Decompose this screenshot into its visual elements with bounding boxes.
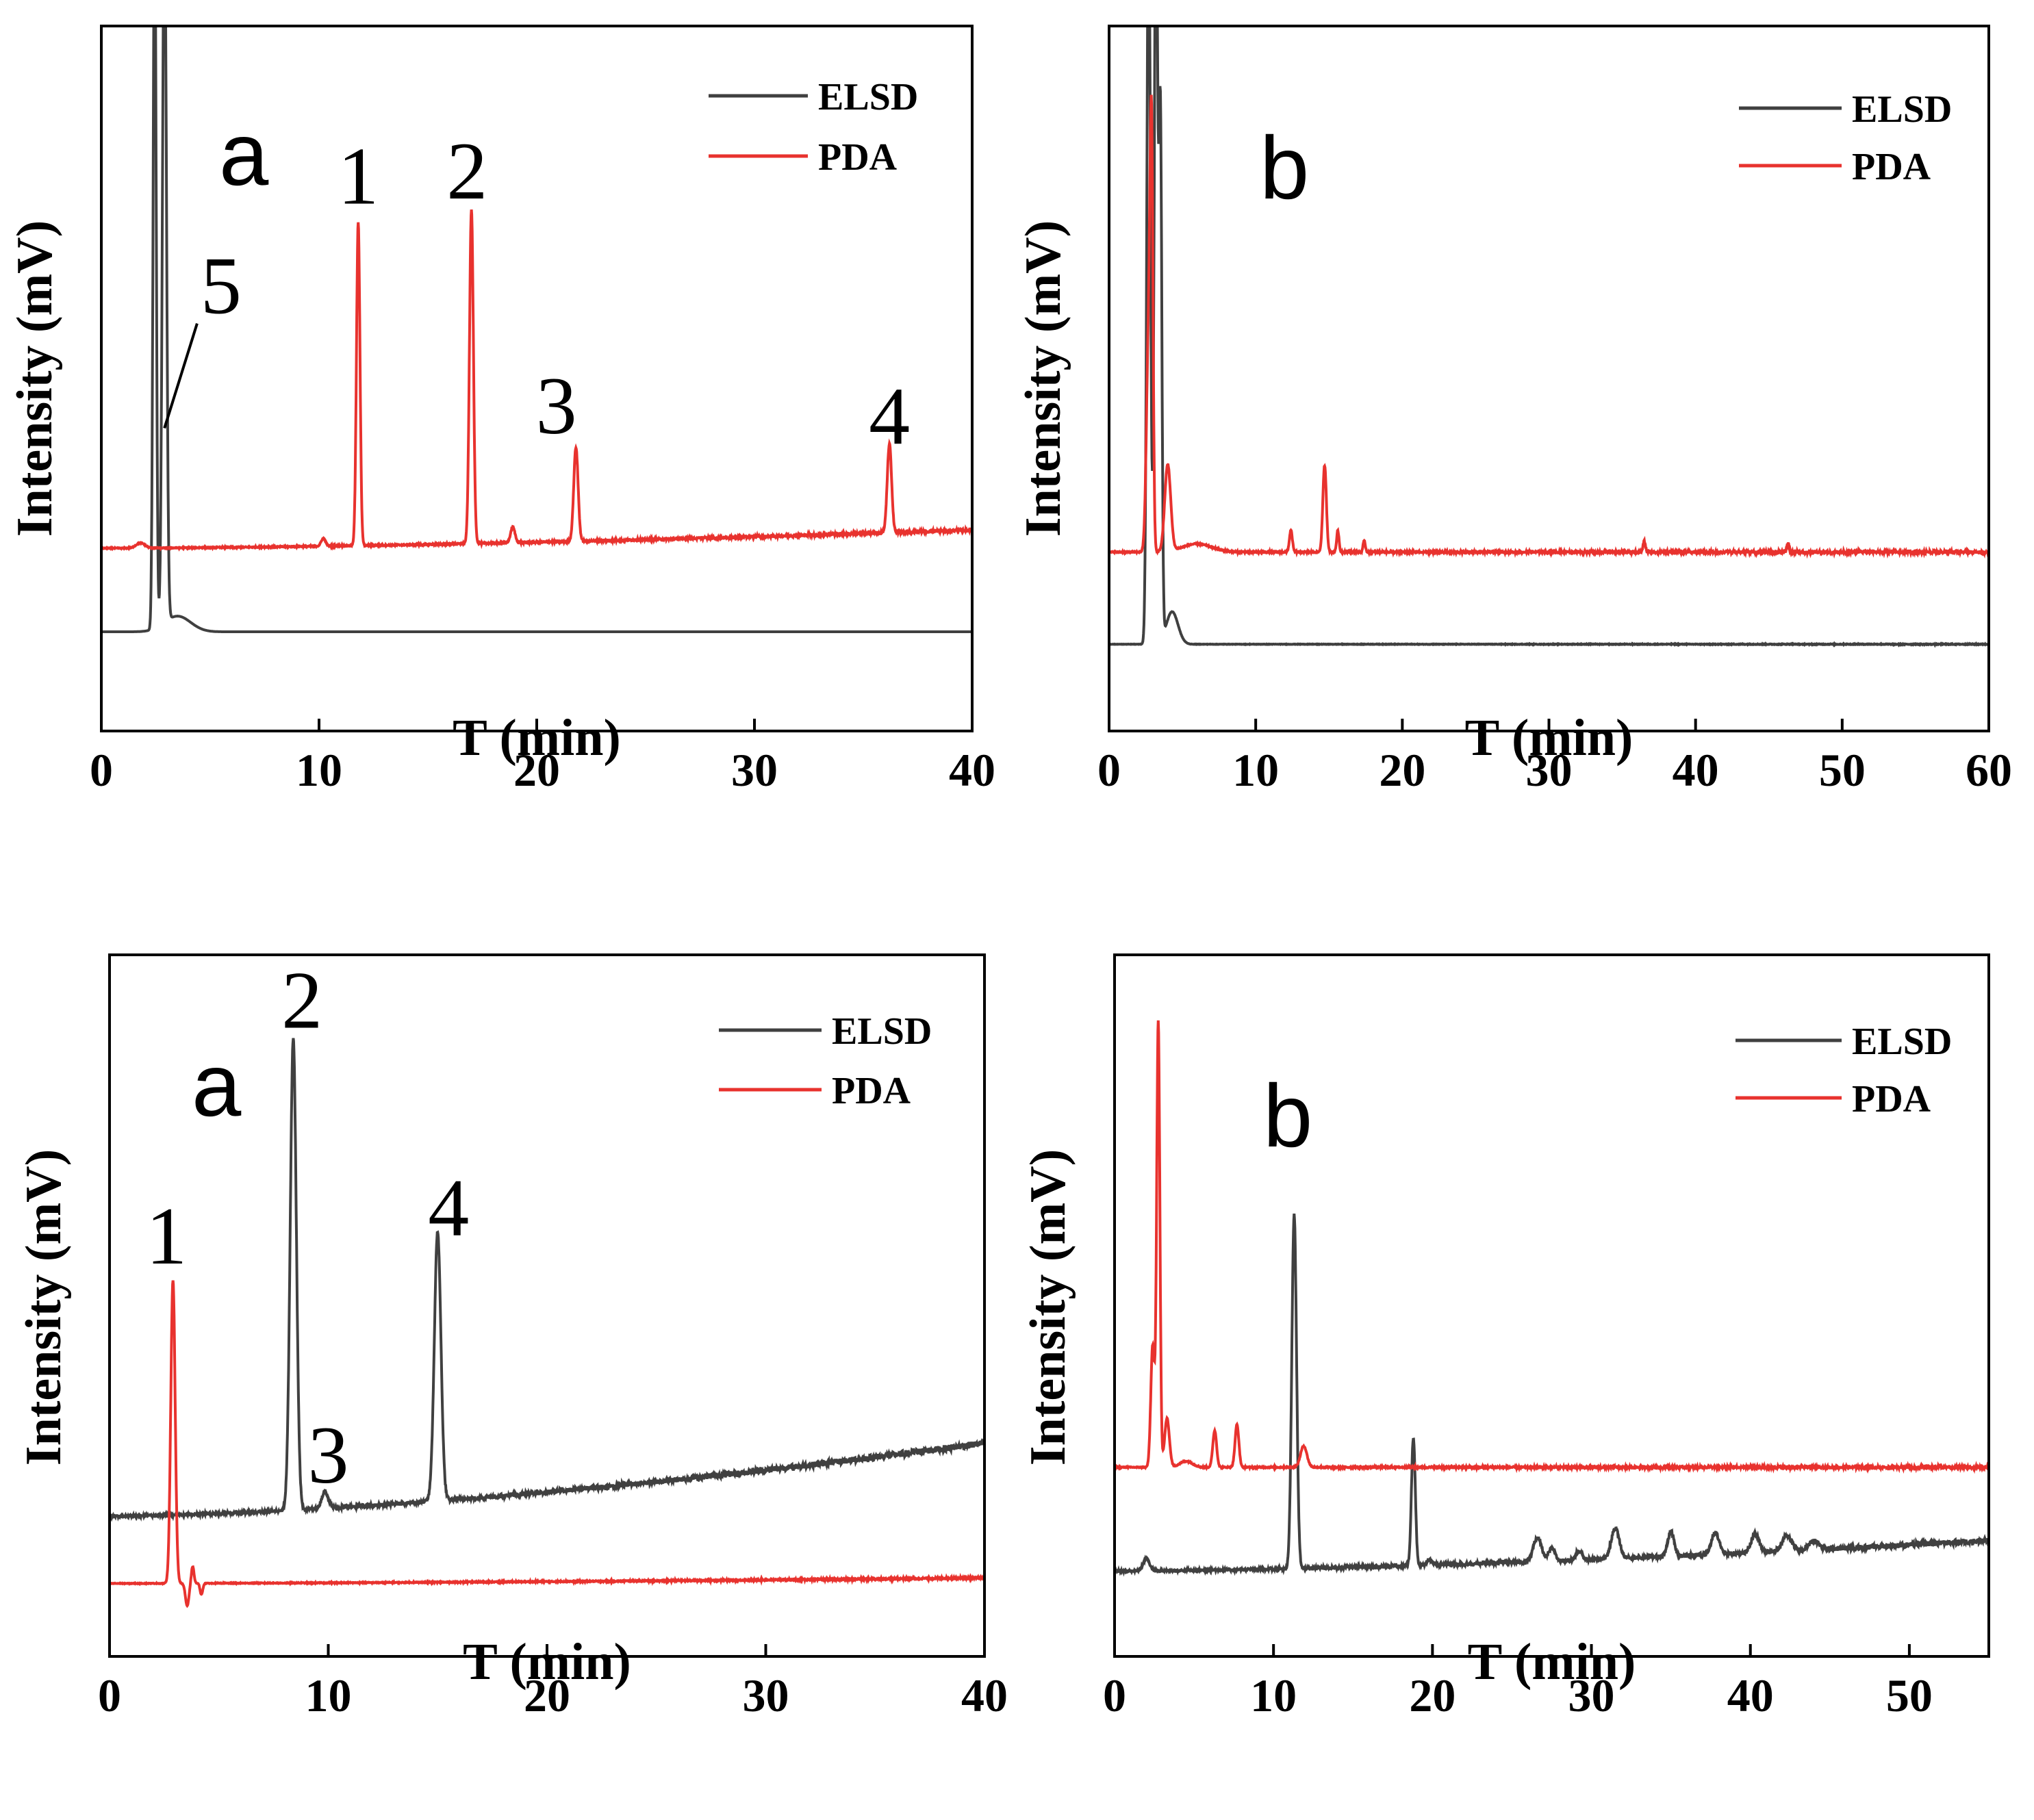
legend-label-elsd: ELSD bbox=[832, 1010, 932, 1053]
x-tick-label: 10 bbox=[305, 1669, 352, 1721]
x-tick-label: 20 bbox=[1379, 744, 1425, 796]
x-tick-label: 30 bbox=[743, 1669, 789, 1721]
panel-letter: b bbox=[1263, 1066, 1312, 1166]
panel-letter: b bbox=[1260, 118, 1309, 218]
y-axis-title: Intensity (mV) bbox=[1020, 1149, 1076, 1465]
peak-label-4: 4 bbox=[428, 1162, 469, 1253]
chart-panel-3: 0 10 20 30 40 T (min) Intensity (mV) a ELSD PDA 1 2… bbox=[16, 953, 1008, 1721]
x-tick-label: 30 bbox=[731, 744, 778, 796]
legend-label-elsd: ELSD bbox=[1852, 1021, 1952, 1063]
y-axis-title: Intensity (mV) bbox=[7, 220, 63, 537]
x-tick-label: 20 bbox=[524, 1669, 570, 1721]
peak-leader-line bbox=[163, 323, 199, 429]
series-line-elsd bbox=[1109, 26, 1989, 648]
series-line-pda bbox=[1109, 94, 1989, 559]
x-axis-title: T (min) bbox=[1468, 1633, 1636, 1691]
x-axis-title: T (min) bbox=[453, 709, 621, 767]
x-tick-label: 50 bbox=[1886, 1669, 1933, 1721]
plot-frame bbox=[1113, 953, 1990, 1658]
series-line-pda bbox=[101, 209, 972, 552]
peak-label-2: 2 bbox=[446, 125, 487, 216]
x-axis-title: T (min) bbox=[463, 1633, 631, 1691]
peak-label-3: 3 bbox=[536, 360, 577, 451]
x-tick-label: 20 bbox=[513, 744, 560, 796]
x-tick-label: 0 bbox=[90, 744, 113, 796]
x-tick-label: 0 bbox=[1103, 1669, 1126, 1721]
x-tick-label: 10 bbox=[296, 744, 342, 796]
x-tick-label: 30 bbox=[1568, 1669, 1615, 1721]
x-tick-label: 40 bbox=[949, 744, 995, 796]
peak-label-1: 1 bbox=[146, 1190, 187, 1281]
series-line-elsd bbox=[1115, 1213, 1989, 1577]
peak-label-3: 3 bbox=[308, 1409, 349, 1500]
legend-label-pda: PDA bbox=[1852, 1078, 1931, 1120]
x-tick-label: 50 bbox=[1819, 744, 1866, 796]
legend-label-pda: PDA bbox=[1852, 146, 1931, 188]
chart-panel-1: 0 10 20 30 40 T (min) Intensity (mV) a ELSD PDA 1 2… bbox=[7, 25, 995, 796]
x-axis-title: T (min) bbox=[1465, 709, 1633, 767]
series-line-elsd bbox=[101, 26, 972, 633]
chart-panel-4: 0 10 20 30 40 50 T (min) Intensity (mV) b ELSD PDA bbox=[1020, 953, 1990, 1721]
peak-label-1: 1 bbox=[338, 130, 379, 221]
x-tick-label: 0 bbox=[98, 1669, 121, 1721]
legend-label-elsd: ELSD bbox=[818, 76, 918, 118]
series-line-pda bbox=[110, 1280, 984, 1608]
x-tick-label: 40 bbox=[961, 1669, 1008, 1721]
x-tick-label: 60 bbox=[1966, 744, 2012, 796]
legend-label-pda: PDA bbox=[818, 136, 898, 179]
panel-letter: a bbox=[219, 104, 269, 204]
series-line-elsd bbox=[110, 1038, 984, 1522]
y-axis-title: Intensity (mV) bbox=[16, 1149, 72, 1465]
x-tick-label: 30 bbox=[1526, 744, 1573, 796]
peak-label-5: 5 bbox=[201, 240, 242, 331]
x-tick-label: 10 bbox=[1232, 744, 1279, 796]
legend-label-pda: PDA bbox=[832, 1070, 911, 1112]
x-tick-label: 40 bbox=[1727, 1669, 1774, 1721]
x-tick-label: 20 bbox=[1409, 1669, 1455, 1721]
y-axis-title: Intensity (mV) bbox=[1015, 220, 1071, 537]
x-tick-label: 10 bbox=[1250, 1669, 1297, 1721]
panel-letter: a bbox=[192, 1035, 242, 1135]
x-tick-label: 0 bbox=[1097, 744, 1121, 796]
legend-label-elsd: ELSD bbox=[1852, 88, 1952, 131]
series-line-pda bbox=[1115, 1020, 1989, 1474]
peak-label-4: 4 bbox=[869, 370, 910, 461]
x-tick-label: 40 bbox=[1673, 744, 1719, 796]
chart-panel-2: 0 10 20 30 40 50 60 T (min) Intensity (mV) b ELSD P… bbox=[1015, 25, 2012, 796]
peak-label-2: 2 bbox=[281, 955, 322, 1046]
